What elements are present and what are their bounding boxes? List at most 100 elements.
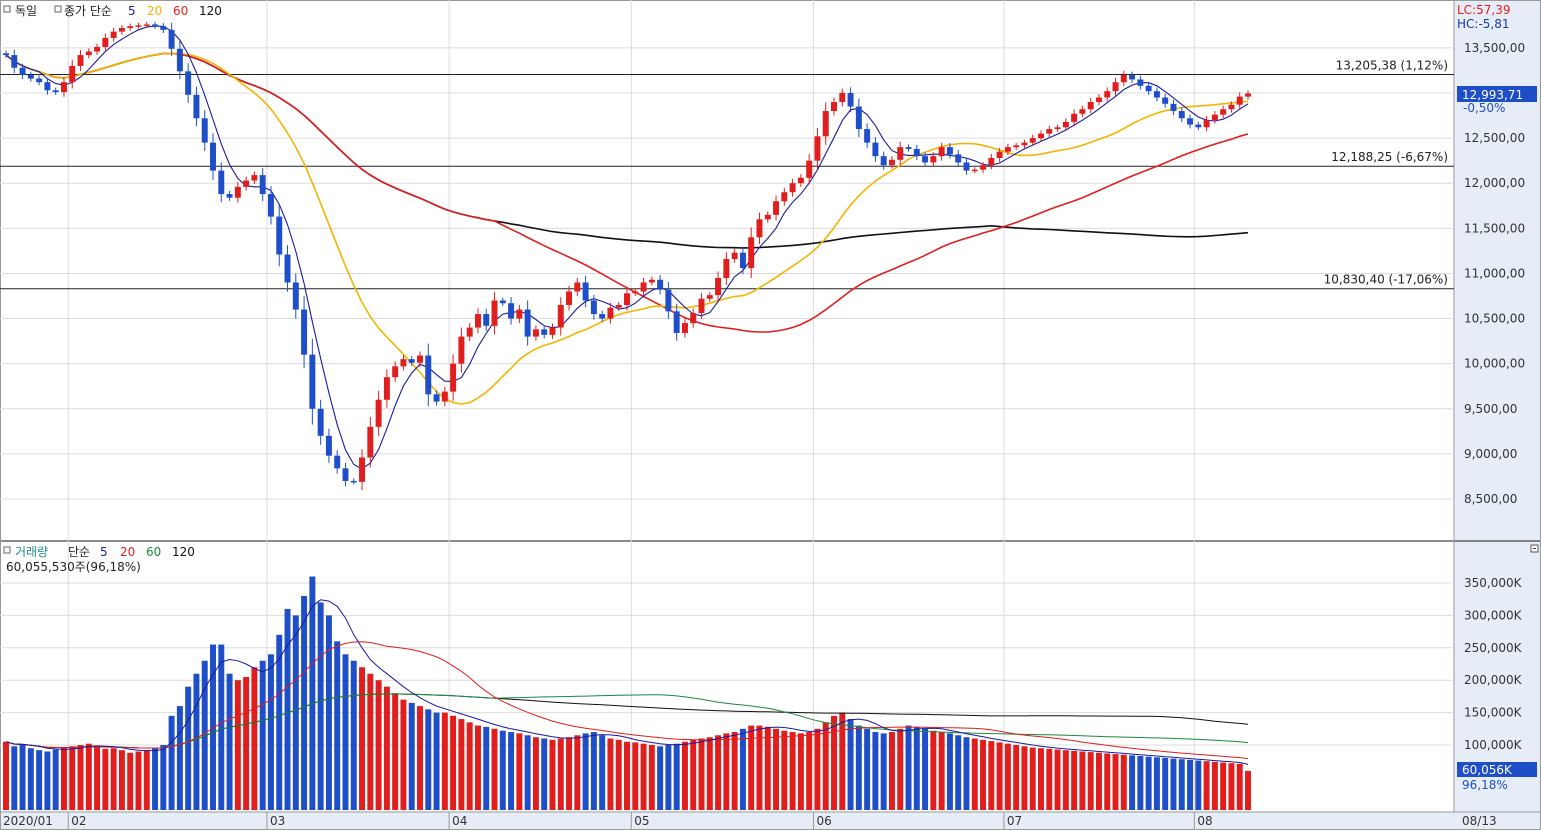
volume-bar[interactable] bbox=[1162, 757, 1169, 812]
candle[interactable] bbox=[640, 277, 647, 296]
candle[interactable] bbox=[276, 204, 283, 267]
volume-bar[interactable] bbox=[648, 745, 655, 812]
volume-bar[interactable] bbox=[392, 693, 399, 812]
candle[interactable] bbox=[1046, 125, 1053, 137]
volume-bar[interactable] bbox=[193, 673, 200, 812]
candle[interactable] bbox=[334, 450, 341, 474]
candle[interactable] bbox=[325, 428, 332, 463]
candle[interactable] bbox=[938, 142, 945, 161]
volume-bar[interactable] bbox=[1211, 761, 1218, 812]
candle[interactable] bbox=[872, 136, 879, 162]
candle[interactable] bbox=[864, 123, 871, 149]
candle[interactable] bbox=[499, 297, 506, 307]
volume-bar[interactable] bbox=[350, 660, 357, 812]
volume-bar[interactable] bbox=[458, 719, 465, 812]
volume-bar[interactable] bbox=[60, 747, 67, 812]
candle[interactable] bbox=[52, 87, 59, 95]
volume-bar[interactable] bbox=[400, 699, 407, 812]
candle[interactable] bbox=[1062, 118, 1069, 131]
candle[interactable] bbox=[690, 308, 697, 328]
volume-bar[interactable] bbox=[1104, 753, 1111, 812]
volume-bar[interactable] bbox=[781, 730, 788, 812]
candle[interactable] bbox=[450, 354, 457, 401]
volume-bar[interactable] bbox=[1195, 760, 1202, 812]
candle[interactable] bbox=[491, 291, 498, 335]
candle[interactable] bbox=[532, 325, 539, 341]
candle[interactable] bbox=[1228, 101, 1235, 113]
volume-bar[interactable] bbox=[433, 712, 440, 812]
volume-legend[interactable]: 거래량 단순 5 20 60 120 60,055,530주(96,18%) bbox=[3, 545, 195, 574]
volume-bar[interactable] bbox=[748, 725, 755, 812]
volume-bar[interactable] bbox=[234, 680, 241, 812]
candle[interactable] bbox=[44, 77, 51, 95]
candle[interactable] bbox=[632, 288, 639, 296]
candle[interactable] bbox=[367, 416, 374, 468]
volume-bar[interactable] bbox=[516, 733, 523, 812]
candle[interactable] bbox=[425, 343, 432, 407]
volume-bar[interactable] bbox=[127, 752, 134, 812]
volume-bar[interactable] bbox=[872, 732, 879, 812]
volume-bar[interactable] bbox=[657, 746, 664, 812]
volume-bar[interactable] bbox=[1087, 752, 1094, 812]
candle[interactable] bbox=[193, 86, 200, 127]
candle[interactable] bbox=[201, 109, 208, 151]
volume-bar[interactable] bbox=[1137, 756, 1144, 812]
candle[interactable] bbox=[69, 59, 76, 89]
candle[interactable] bbox=[847, 87, 854, 113]
volume-bar[interactable] bbox=[1046, 748, 1053, 812]
candle[interactable] bbox=[930, 152, 937, 167]
candle[interactable] bbox=[963, 158, 970, 175]
volume-bar[interactable] bbox=[69, 746, 76, 812]
candle[interactable] bbox=[781, 187, 788, 206]
volume-bar[interactable] bbox=[946, 733, 953, 812]
candle[interactable] bbox=[988, 153, 995, 170]
volume-bar[interactable] bbox=[1228, 763, 1235, 812]
volume-bar[interactable] bbox=[276, 634, 283, 812]
candle[interactable] bbox=[1145, 82, 1152, 95]
candle[interactable] bbox=[1095, 94, 1102, 106]
candle[interactable] bbox=[541, 325, 548, 339]
volume-bar[interactable] bbox=[441, 712, 448, 812]
volume-bar[interactable] bbox=[822, 722, 829, 812]
candle[interactable] bbox=[831, 97, 837, 116]
candle[interactable] bbox=[756, 212, 763, 245]
candle[interactable] bbox=[1153, 87, 1160, 102]
volume-bar[interactable] bbox=[168, 715, 175, 812]
candle[interactable] bbox=[417, 351, 423, 367]
candle[interactable] bbox=[1211, 111, 1218, 124]
candle[interactable] bbox=[723, 252, 730, 285]
volume-bar[interactable] bbox=[1145, 756, 1152, 812]
candle[interactable] bbox=[996, 147, 1003, 162]
candle[interactable] bbox=[110, 27, 117, 42]
candle[interactable] bbox=[524, 300, 531, 346]
volume-bar[interactable] bbox=[52, 749, 59, 812]
candle[interactable] bbox=[615, 302, 622, 311]
volume-bar[interactable] bbox=[367, 673, 374, 812]
volume-bar[interactable] bbox=[831, 715, 837, 812]
candle[interactable] bbox=[383, 369, 390, 408]
candle[interactable] bbox=[102, 33, 109, 52]
candle[interactable] bbox=[1178, 106, 1185, 123]
candle[interactable] bbox=[309, 338, 316, 425]
candle[interactable] bbox=[375, 390, 382, 436]
volume-bar[interactable] bbox=[251, 667, 258, 812]
volume-bar[interactable] bbox=[325, 615, 332, 812]
volume-bar[interactable] bbox=[847, 719, 854, 812]
candle[interactable] bbox=[267, 186, 274, 225]
candle[interactable] bbox=[185, 63, 192, 103]
candle[interactable] bbox=[773, 195, 780, 221]
candle[interactable] bbox=[731, 248, 738, 263]
volume-bar[interactable] bbox=[301, 595, 308, 812]
volume-bar[interactable] bbox=[210, 644, 216, 812]
candle[interactable] bbox=[508, 297, 515, 325]
volume-bar[interactable] bbox=[971, 738, 978, 812]
volume-bar[interactable] bbox=[1129, 755, 1136, 812]
volume-bar[interactable] bbox=[1095, 752, 1102, 812]
candle[interactable] bbox=[624, 288, 630, 311]
volume-bar[interactable] bbox=[267, 654, 274, 812]
volume-bar[interactable] bbox=[417, 706, 423, 812]
volume-bar[interactable] bbox=[839, 712, 846, 812]
candle[interactable] bbox=[822, 102, 829, 145]
candle[interactable] bbox=[797, 174, 804, 187]
volume-bar[interactable] bbox=[1071, 750, 1078, 812]
